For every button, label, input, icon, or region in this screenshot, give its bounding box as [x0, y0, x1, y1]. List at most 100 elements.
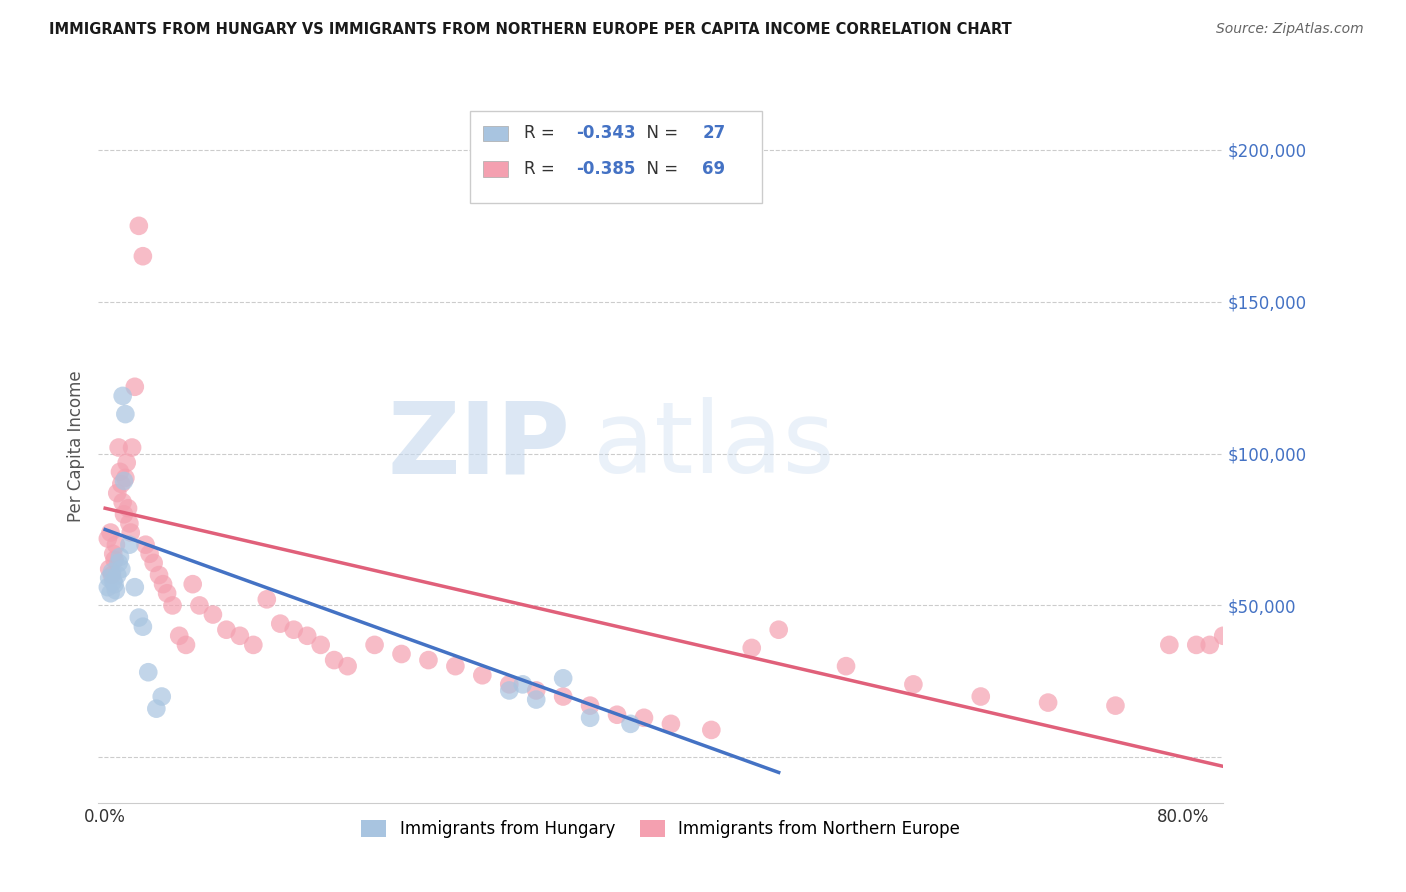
Point [105, 568, 128, 582]
Point [120, 525, 142, 540]
Point [135, 538, 157, 552]
Text: IMMIGRANTS FROM HUNGARY VS IMMIGRANTS FROM NORTHERN EUROPE PER CAPITA INCOME COR: IMMIGRANTS FROM HUNGARY VS IMMIGRANTS FR… [49, 22, 1012, 37]
Point [103, 577, 125, 591]
Point [167, 629, 190, 643]
Point [1185, 638, 1208, 652]
Point [283, 623, 305, 637]
Legend: Immigrants from Hungary, Immigrants from Northern Europe: Immigrants from Hungary, Immigrants from… [354, 813, 967, 845]
Point [107, 441, 129, 455]
FancyBboxPatch shape [484, 126, 508, 141]
Point [579, 711, 602, 725]
Point [444, 659, 467, 673]
Point [524, 683, 547, 698]
Point [903, 677, 925, 691]
Point [105, 486, 128, 500]
Point [98, 571, 121, 585]
Point [128, 610, 150, 624]
Point [110, 477, 132, 491]
Point [98, 562, 121, 576]
Point [553, 690, 575, 704]
Point [107, 556, 129, 570]
Point [188, 599, 211, 613]
Point [363, 638, 385, 652]
Point [136, 665, 159, 680]
Point [112, 508, 135, 522]
Point [700, 723, 723, 737]
Point [1036, 696, 1059, 710]
Point [606, 707, 628, 722]
Point [1198, 638, 1220, 652]
Point [112, 474, 135, 488]
Point [103, 574, 125, 588]
Point [659, 716, 682, 731]
Point [553, 671, 575, 685]
Point [297, 629, 319, 643]
FancyBboxPatch shape [484, 161, 508, 177]
Point [104, 583, 127, 598]
Point [114, 407, 136, 421]
Point [498, 677, 520, 691]
Point [103, 553, 125, 567]
Point [138, 547, 160, 561]
Point [970, 690, 993, 704]
Point [145, 701, 167, 715]
Text: ZIP: ZIP [388, 398, 571, 494]
Point [768, 623, 790, 637]
Point [111, 495, 134, 509]
Point [114, 471, 136, 485]
Point [132, 249, 155, 263]
Point [1159, 638, 1181, 652]
Point [111, 389, 134, 403]
Point [117, 501, 139, 516]
Point [256, 592, 278, 607]
Point [336, 659, 359, 673]
Point [498, 683, 520, 698]
Point [101, 568, 124, 582]
Point [471, 668, 494, 682]
Y-axis label: Per Capita Income: Per Capita Income [66, 370, 84, 522]
Point [835, 659, 858, 673]
Text: 27: 27 [703, 125, 725, 143]
Point [97, 580, 120, 594]
Point [121, 441, 143, 455]
Point [215, 623, 238, 637]
Point [152, 577, 174, 591]
Point [579, 698, 602, 713]
Point [108, 549, 131, 564]
Point [104, 538, 127, 552]
Point [162, 599, 184, 613]
Point [150, 690, 173, 704]
Point [142, 556, 165, 570]
Point [633, 711, 655, 725]
Point [512, 677, 534, 691]
Point [148, 568, 170, 582]
Point [108, 465, 131, 479]
Point [174, 638, 197, 652]
Point [391, 647, 413, 661]
Point [110, 562, 132, 576]
Text: -0.343: -0.343 [576, 125, 636, 143]
Point [118, 516, 141, 531]
Point [115, 456, 138, 470]
Point [97, 532, 120, 546]
Text: -0.385: -0.385 [576, 161, 636, 178]
Point [242, 638, 264, 652]
Point [418, 653, 440, 667]
Point [619, 716, 641, 731]
Point [100, 586, 122, 600]
Point [323, 653, 346, 667]
Point [524, 692, 547, 706]
Point [101, 565, 124, 579]
Text: N =: N = [636, 161, 683, 178]
Point [132, 620, 155, 634]
Point [229, 629, 252, 643]
Point [309, 638, 332, 652]
Text: Source: ZipAtlas.com: Source: ZipAtlas.com [1216, 22, 1364, 37]
Point [128, 219, 150, 233]
Point [741, 640, 763, 655]
Text: R =: R = [523, 161, 560, 178]
Point [1212, 629, 1234, 643]
Text: R =: R = [523, 125, 560, 143]
Point [124, 580, 146, 594]
Text: 69: 69 [703, 161, 725, 178]
